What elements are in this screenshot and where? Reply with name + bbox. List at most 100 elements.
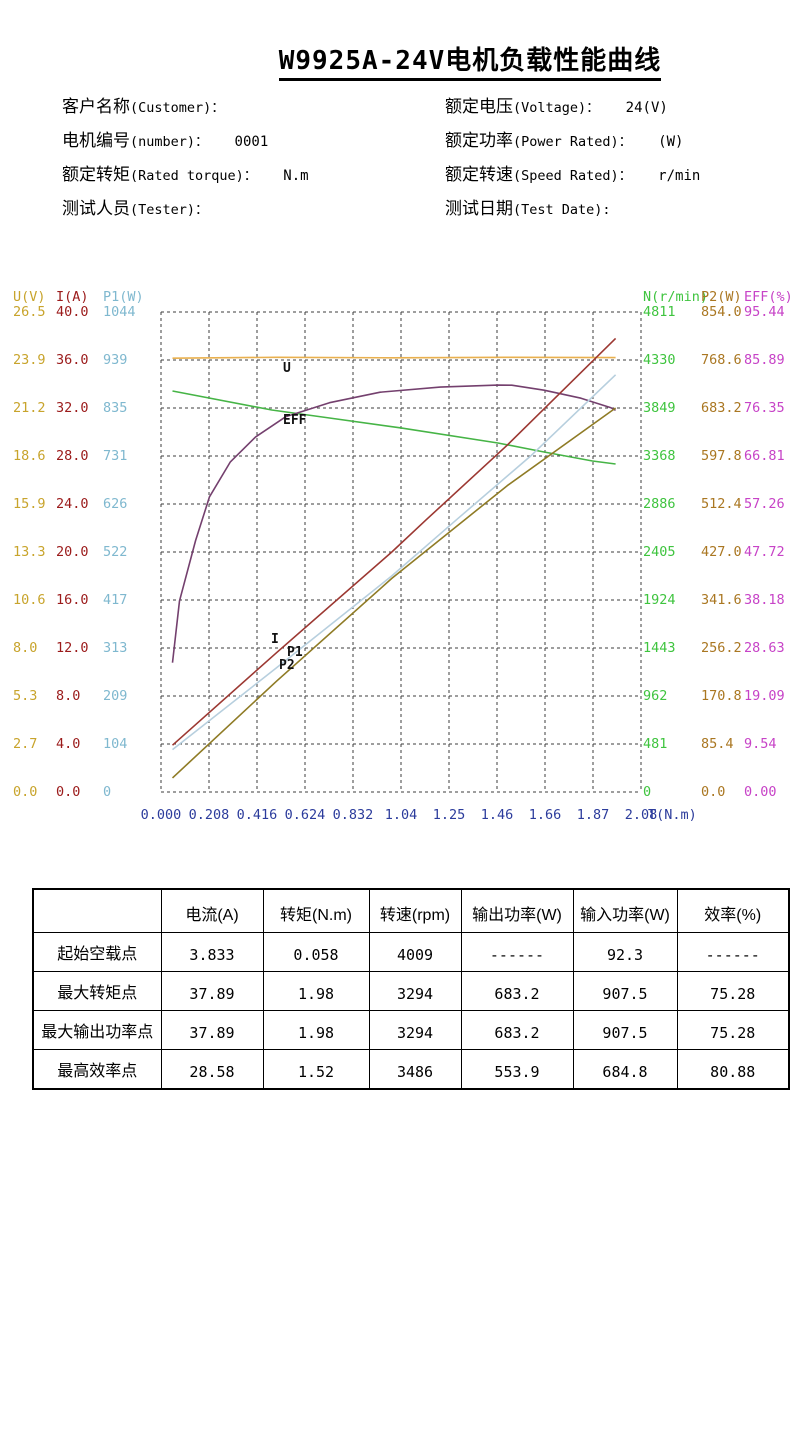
- info-field-label-zh: 测试日期: [445, 199, 513, 218]
- axis-tick-P2: 597.8: [701, 448, 742, 464]
- axis-tick-N: 962: [643, 688, 668, 704]
- axis-tick-N: 3849: [643, 400, 676, 416]
- axis-tick-P1: 209: [103, 688, 128, 704]
- table-cell: 1.52: [262, 1049, 370, 1090]
- axis-tick-P1: 626: [103, 496, 128, 512]
- axis-tick-U: 2.7: [13, 736, 38, 752]
- axis-tick-I: 28.0: [56, 448, 89, 464]
- table-header-cell: 输出功率(W): [460, 888, 574, 933]
- table-header-cell: 输入功率(W): [572, 888, 678, 933]
- report-title-wrap: W9925A-24V电机负载性能曲线: [0, 40, 800, 81]
- axis-tick-P1: 522: [103, 544, 128, 560]
- axis-tick-U: 18.6: [13, 448, 46, 464]
- table-header-cell: 电流(A): [160, 888, 264, 933]
- axis-tick-U: 26.5: [13, 304, 46, 320]
- axis-tick-N: 1443: [643, 640, 676, 656]
- row-label: 最高效率点: [32, 1049, 162, 1090]
- axis-tick-I: 4.0: [56, 736, 81, 752]
- axis-tick-U: 0.0: [13, 784, 38, 800]
- table-cell: 75.28: [676, 1010, 790, 1050]
- curve-I: [171, 337, 617, 746]
- summary-table: 电流(A) 转矩(N.m) 转速(rpm) 输出功率(W) 输入功率(W) 效率(%) 起…: [32, 888, 790, 1090]
- axis-tick-I: 12.0: [56, 640, 89, 656]
- axis-tick-P2: 512.4: [701, 496, 742, 512]
- table-header-row: 电流(A) 转矩(N.m) 转速(rpm) 输出功率(W) 输入功率(W) 效率(%): [32, 888, 790, 933]
- table-cell: 92.3: [572, 932, 678, 972]
- axis-tick-P1: 0: [103, 784, 112, 800]
- axis-header-P1: P1(W): [103, 289, 144, 305]
- table-cell: 28.58: [160, 1049, 264, 1090]
- curve-P2: [171, 407, 617, 779]
- info-field-value: r/min: [658, 168, 701, 184]
- axis-tick-N: 3368: [643, 448, 676, 464]
- x-axis-tick: 0.416: [236, 807, 278, 823]
- info-field-label-en: (Test Date):: [513, 202, 611, 218]
- info-field-label-zh: 额定电压: [445, 97, 513, 116]
- axis-tick-N: 1924: [643, 592, 676, 608]
- table-cell: 684.8: [572, 1049, 678, 1090]
- info-field-left-0: 客户名称 (Customer)：: [62, 92, 309, 116]
- table-header-cell: 转速(rpm): [368, 888, 462, 933]
- axis-tick-P1: 417: [103, 592, 128, 608]
- info-field-label-en: (Speed Rated)：: [513, 168, 633, 184]
- info-field-label-zh: 电机编号: [62, 131, 130, 150]
- table-cell: 1.98: [262, 1010, 370, 1050]
- info-field-label-zh: 额定转速: [445, 165, 513, 184]
- axis-tick-N: 2886: [643, 496, 676, 512]
- curve-label-P1: P1: [287, 645, 303, 660]
- axis-tick-P2: 170.8: [701, 688, 742, 704]
- info-field-label-en: (Voltage)：: [513, 100, 600, 116]
- axis-tick-I: 32.0: [56, 400, 89, 416]
- x-axis-tick: 1.66: [528, 807, 562, 823]
- table-cell: 0.058: [262, 932, 370, 972]
- info-field-value: 0001: [234, 134, 269, 150]
- curve-EFF: [171, 384, 616, 663]
- axis-tick-P2: 256.2: [701, 640, 742, 656]
- axis-tick-EFF: 38.18: [744, 592, 785, 608]
- axis-header-N: N(r/min): [643, 289, 709, 305]
- curve-P1: [172, 374, 617, 751]
- x-axis-tick: 2.08: [624, 807, 658, 823]
- curve-label-U: U: [283, 361, 291, 376]
- axis-tick-N: 4811: [643, 304, 676, 320]
- info-field-label-en: (Customer)：: [130, 100, 225, 116]
- axis-tick-P2: 341.6: [701, 592, 742, 608]
- table-cell: ------: [676, 932, 790, 972]
- table-row: 最大输出功率点 37.89 1.98 3294 683.2 907.5 75.28: [32, 1010, 790, 1050]
- info-column-left: 客户名称 (Customer)： 电机编号 (number)： 0001 额定转矩 (Rat…: [62, 92, 309, 218]
- axis-tick-P2: 683.2: [701, 400, 742, 416]
- curve-U: [172, 356, 616, 359]
- axis-tick-EFF: 57.26: [744, 496, 785, 512]
- axis-tick-N: 0: [643, 784, 652, 800]
- axis-tick-P2: 854.0: [701, 304, 742, 320]
- report-title: W9925A-24V电机负载性能曲线: [278, 40, 662, 81]
- x-axis-unit: T(N.m): [648, 807, 697, 823]
- axis-tick-P2: 768.6: [701, 352, 742, 368]
- axis-tick-U: 13.3: [13, 544, 46, 560]
- x-axis-tick: 1.46: [480, 807, 514, 823]
- axis-tick-N: 2405: [643, 544, 676, 560]
- table-cell: 37.89: [160, 971, 264, 1011]
- axis-tick-P1: 104: [103, 736, 128, 752]
- info-field-right-0: 额定电压 (Voltage)： 24(V): [445, 92, 700, 116]
- info-field-label-en: (Power Rated)：: [513, 134, 633, 150]
- axis-tick-I: 20.0: [56, 544, 89, 560]
- table-row: 起始空载点 3.833 0.058 4009 ------ 92.3 ------: [32, 932, 790, 972]
- axis-tick-I: 0.0: [56, 784, 81, 800]
- axis-tick-EFF: 28.63: [744, 640, 785, 656]
- performance-chart: U EFF I P1 P2 U(V) 26.5 23.9 21.2 18.6 15.9 13.3 10.…: [0, 285, 800, 845]
- table-row: 最大转矩点 37.89 1.98 3294 683.2 907.5 75.28: [32, 971, 790, 1011]
- axis-tick-EFF: 0.00: [744, 784, 777, 800]
- axis-tick-EFF: 95.44: [744, 304, 785, 320]
- curve-label-P2: P2: [279, 658, 295, 673]
- table-cell: 553.9: [460, 1049, 574, 1090]
- axis-tick-I: 36.0: [56, 352, 89, 368]
- info-field-left-1: 电机编号 (number)： 0001: [62, 126, 309, 150]
- info-field-right-1: 额定功率 (Power Rated)： (W): [445, 126, 700, 150]
- table-cell: 1.98: [262, 971, 370, 1011]
- info-field-value: 24(V): [625, 100, 668, 116]
- info-column-right: 额定电压 (Voltage)： 24(V) 额定功率 (Power Rated)： (W)…: [445, 92, 701, 218]
- info-field-right-2: 额定转速 (Speed Rated)： r/min: [445, 160, 701, 184]
- x-axis-tick: 0.000: [140, 807, 182, 823]
- x-axis-tick: 0.832: [332, 807, 374, 823]
